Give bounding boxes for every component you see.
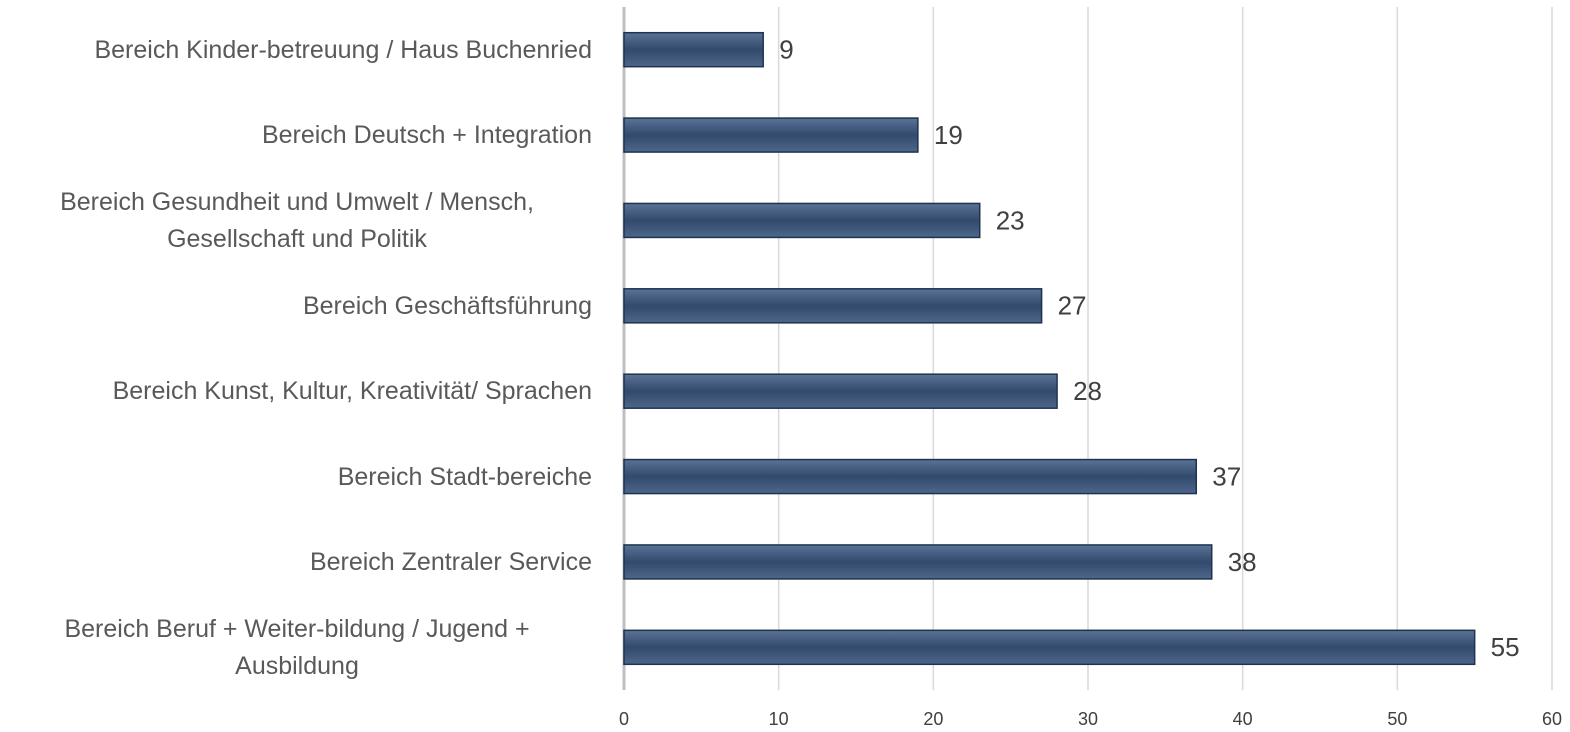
bar: [623, 31, 764, 68]
data-label: 9: [779, 35, 793, 65]
y-tick-label: Bereich Beruf + Weiter-bildung / Jugend …: [64, 615, 530, 680]
data-label: 19: [934, 120, 963, 150]
data-label: 28: [1073, 376, 1102, 406]
data-label: 38: [1228, 547, 1257, 577]
bar: [623, 458, 1198, 495]
data-label: 55: [1491, 632, 1520, 662]
y-tick-label: Bereich Geschäftsführung: [302, 291, 592, 320]
x-tick-label: 30: [1078, 709, 1098, 729]
y-tick-label: Bereich Kunst, Kultur, Kreativität/ Spra…: [112, 377, 592, 406]
bar: [623, 629, 1476, 666]
x-tick-label: 50: [1387, 709, 1407, 729]
y-tick-label: Bereich Kinder-betreuung / Haus Buchenri…: [94, 35, 592, 64]
bar: [623, 202, 981, 239]
x-tick-label: 20: [923, 709, 943, 729]
bar: [623, 288, 1043, 324]
x-tick-label: 0: [619, 709, 629, 729]
bar: [623, 544, 1213, 580]
x-tick-label: 10: [769, 709, 789, 729]
x-tick-label: 40: [1233, 709, 1253, 729]
y-tick-label: Bereich Zentraler Service: [309, 547, 592, 576]
y-tick-label: Bereich Stadt-bereiche: [337, 462, 592, 491]
bar: [623, 117, 919, 153]
data-label: 37: [1212, 461, 1241, 491]
data-label: 23: [996, 205, 1025, 235]
y-tick-label: Bereich Deutsch + Integration: [261, 120, 592, 149]
y-tick-label: Bereich Gesundheit und Umwelt / Mensch, …: [60, 188, 534, 253]
bar: [623, 373, 1058, 409]
data-label: 27: [1058, 291, 1087, 321]
x-tick-label: 60: [1542, 709, 1562, 729]
